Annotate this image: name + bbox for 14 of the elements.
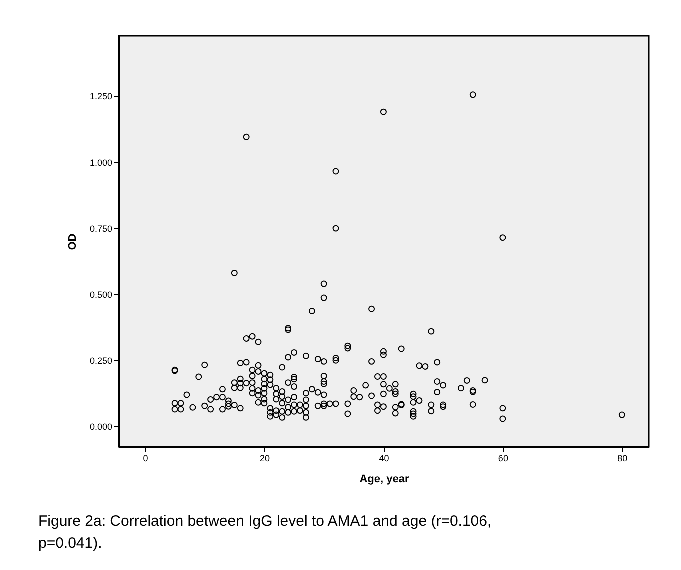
x-tick-label: 40 bbox=[379, 454, 390, 464]
x-tick-label: 0 bbox=[143, 454, 148, 464]
caption: Figure 2a: Correlation between IgG level to AMA1 and age (r=0.106, p=0.041). bbox=[38, 513, 492, 552]
y-tick-label: 0.750 bbox=[90, 224, 112, 234]
x-tick-label: 20 bbox=[260, 454, 270, 464]
y-tick-label: 0.250 bbox=[90, 356, 112, 366]
x-axis-title: Age, year bbox=[360, 474, 410, 486]
y-axis-title: OD bbox=[66, 234, 79, 250]
x-tick-label: 80 bbox=[618, 454, 628, 464]
y-tick-label: 1.000 bbox=[90, 158, 112, 168]
y-tick-label: 0.000 bbox=[90, 422, 112, 432]
x-tick-label: 60 bbox=[498, 454, 508, 464]
y-tick-label: 0.500 bbox=[90, 290, 112, 300]
y-tick-label: 1.250 bbox=[90, 92, 112, 102]
